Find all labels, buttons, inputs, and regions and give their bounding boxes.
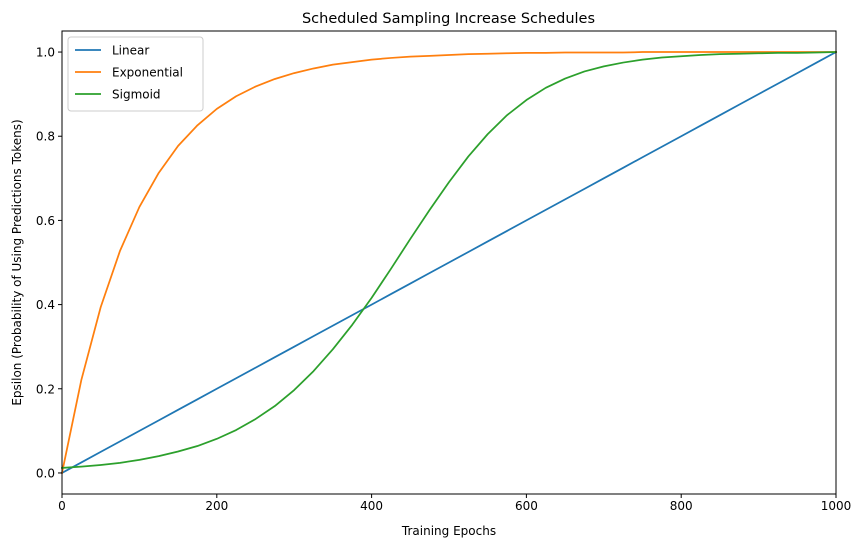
plot-frame bbox=[61, 30, 837, 495]
legend: Linear Exponential Sigmoid bbox=[67, 36, 204, 112]
x-tick-label: 1000 bbox=[821, 499, 852, 513]
y-axis: 0.0 0.2 0.4 0.6 0.8 1.0 bbox=[36, 46, 62, 480]
series-line-linear bbox=[60, 50, 838, 475]
y-tick-label: 0.0 bbox=[36, 466, 55, 480]
x-tick-label: 0 bbox=[58, 499, 66, 513]
y-tick-label: 0.2 bbox=[36, 382, 55, 396]
x-tick-label: 400 bbox=[360, 499, 383, 513]
series-line-exponential bbox=[60, 51, 837, 474]
y-tick-label: 1.0 bbox=[36, 46, 55, 60]
series-line-sigmoid bbox=[61, 51, 837, 469]
y-tick-label: 0.8 bbox=[36, 130, 55, 144]
y-tick-label: 0.6 bbox=[36, 214, 55, 228]
x-tick-label: 800 bbox=[670, 499, 693, 513]
y-axis-label: Epsilon (Probability of Using Prediction… bbox=[10, 119, 24, 405]
x-tick-label: 200 bbox=[205, 499, 228, 513]
x-axis-label: Training Epochs bbox=[401, 524, 496, 538]
legend-label-linear: Linear bbox=[112, 44, 149, 58]
series-lines bbox=[60, 50, 838, 475]
legend-label-sigmoid: Sigmoid bbox=[112, 88, 161, 102]
legend-box bbox=[67, 36, 204, 112]
x-tick-label: 600 bbox=[515, 499, 538, 513]
legend-label-exponential: Exponential bbox=[112, 66, 183, 80]
chart-title: Scheduled Sampling Increase Schedules bbox=[302, 11, 595, 27]
x-axis: 0 200 400 600 800 1000 bbox=[58, 494, 851, 513]
y-tick-label: 0.4 bbox=[36, 298, 55, 312]
